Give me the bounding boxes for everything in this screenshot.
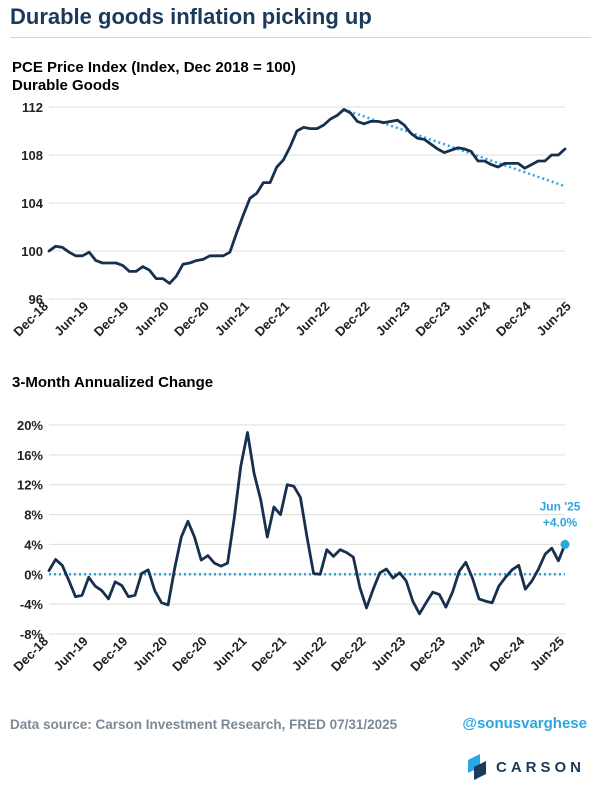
trend-line-group: [343, 108, 566, 188]
x-tick-label: Dec-20: [169, 634, 210, 675]
x-tick-label: Jun-23: [368, 634, 408, 674]
x-tick-label: Jun-19: [51, 634, 91, 674]
latest-value-marker: [560, 539, 570, 549]
y-tick-label: 8%: [24, 508, 43, 523]
x-tick-label: Jun-21: [212, 299, 252, 339]
y-tick-label: -8%: [20, 627, 44, 642]
page-title: Durable goods inflation picking up: [10, 4, 372, 29]
x-tick-label: Jun-21: [209, 634, 249, 674]
y-tick-label: -4%: [20, 597, 44, 612]
chart-title: PCE Price Index (Index, Dec 2018 = 100): [12, 59, 296, 76]
x-tick-label: Dec-21: [252, 299, 293, 340]
x-tick-label: Dec-24: [493, 298, 534, 339]
x-tick-label: Dec-21: [249, 634, 290, 675]
x-tick-label: Jun-23: [373, 299, 413, 339]
y-tick-label: 4%: [24, 537, 43, 552]
trend-line: [343, 108, 566, 188]
annualized-change-chart: 3-Month Annualized Change 20% 16% 12% 8% 4% 0…: [10, 374, 581, 674]
x-tick-label: Dec-22: [332, 299, 373, 340]
author-handle: @sonusvarghese: [462, 715, 587, 732]
x-tick-label: Dec-20: [171, 299, 212, 340]
y-axis-ticks: 96 100 104 108 112: [21, 100, 43, 307]
title-divider: [10, 37, 591, 38]
x-tick-label: Jun-22: [292, 299, 332, 339]
annotation-value: +4.0%: [543, 515, 578, 529]
x-tick-label: Dec-19: [90, 634, 131, 675]
series-group: [47, 108, 567, 285]
x-tick-label: Dec-23: [412, 299, 453, 340]
x-tick-label: Jun-20: [132, 299, 172, 339]
chart-subtitle: Durable Goods: [12, 77, 120, 94]
y-tick-label: 108: [21, 148, 43, 163]
y-tick-label: 16%: [17, 448, 43, 463]
x-tick-label: Jun-20: [130, 634, 170, 674]
data-source-note: Data source: Carson Investment Research,…: [10, 717, 398, 732]
grid-lines: [49, 106, 565, 300]
y-tick-label: 0%: [24, 567, 43, 582]
chart-title: 3-Month Annualized Change: [12, 374, 213, 391]
x-tick-label: Dec-23: [407, 634, 448, 675]
x-tick-label: Jun-24: [447, 633, 488, 674]
y-tick-label: 100: [21, 244, 43, 259]
series-group: [47, 431, 567, 616]
x-tick-label: Jun-22: [289, 634, 329, 674]
x-tick-label: Jun-25: [527, 634, 567, 674]
series-line: [47, 431, 567, 616]
y-axis-ticks: 20% 16% 12% 8% 4% 0% -4% -8%: [17, 418, 43, 642]
y-tick-label: 96: [29, 292, 43, 307]
carson-logo-wordmark: CARSON: [495, 758, 585, 776]
x-tick-label: Jun-25: [534, 299, 574, 339]
grid-lines: [49, 424, 565, 635]
y-tick-label: 20%: [17, 418, 43, 433]
carson-logo: CARSON: [467, 754, 585, 780]
x-tick-label: Dec-24: [487, 633, 528, 674]
annotation-date: Jun '25: [540, 499, 581, 513]
x-tick-label: Jun-19: [51, 299, 91, 339]
carson-logo-icon: [467, 754, 486, 780]
y-tick-label: 12%: [17, 478, 43, 493]
series-line: [47, 108, 567, 285]
pce-index-chart: PCE Price Index (Index, Dec 2018 = 100) …: [10, 59, 573, 339]
annotation-group: Jun '25 +4.0%: [540, 499, 581, 549]
x-tick-label: Dec-22: [328, 634, 369, 675]
x-tick-label: Dec-19: [91, 299, 132, 340]
y-tick-label: 112: [22, 100, 43, 115]
x-tick-label: Jun-24: [453, 298, 494, 339]
y-tick-label: 104: [21, 196, 43, 211]
